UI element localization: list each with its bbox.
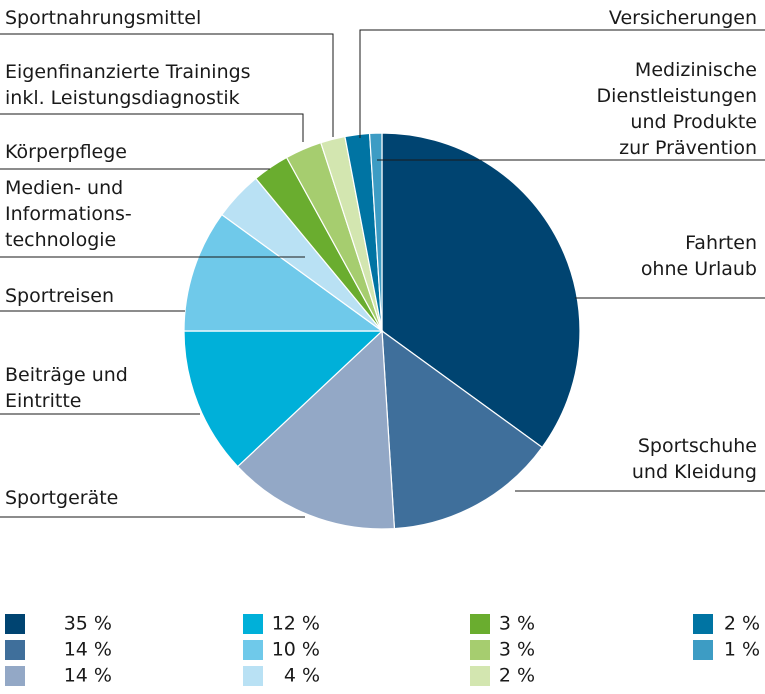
leader-line [359, 29, 765, 138]
legend-swatch [5, 614, 25, 634]
slice-label: Sportnahrungsmittel [5, 7, 202, 29]
pie-slice [368, 132, 383, 332]
slice-label: Versicherungen [608, 7, 757, 29]
legend-label: 12 % [272, 613, 320, 635]
leader-line [0, 113, 304, 142]
slice-label: Sportschuhe und Kleidung [631, 435, 757, 483]
pie-slice [183, 330, 384, 468]
pie-slice [381, 329, 544, 530]
slice-label: Sportgeräte [5, 487, 119, 509]
pie-slice [183, 213, 384, 332]
legend-swatch [470, 666, 490, 686]
slice-label: Medien- und Informations- technologie [5, 177, 132, 251]
legend-swatch [243, 666, 263, 686]
legend-label: 3 % [499, 639, 535, 661]
slice-label: Körperpflege [5, 141, 127, 163]
legend-swatch [693, 614, 713, 634]
slice-label: Medizinische Dienstleistungen und Produk… [596, 59, 757, 159]
legend-label: 3 % [499, 613, 535, 635]
legend-swatch [243, 640, 263, 660]
legend-label: 2 % [499, 665, 535, 687]
legend-label: 14 % [64, 639, 112, 661]
legend-label: 35 % [64, 613, 112, 635]
pie-slice [236, 329, 396, 530]
legend-label: 14 % [64, 665, 112, 687]
legend-label: 1 % [724, 639, 760, 661]
legend-swatch [693, 640, 713, 660]
legend-swatch [470, 614, 490, 634]
leader-line [0, 33, 334, 137]
legend-swatch [243, 614, 263, 634]
slice-label: Fahrten ohne Urlaub [640, 232, 757, 280]
legend-label: 10 % [272, 639, 320, 661]
slice-label: Beiträge und Eintritte [5, 364, 128, 412]
legend-swatch [470, 640, 490, 660]
legend-swatch [5, 666, 25, 686]
pie-slice [381, 132, 581, 449]
slice-label: Eigenfinanzierte Trainings inkl. Leistun… [5, 61, 251, 109]
legend-swatch [5, 640, 25, 660]
legend-label: 4 % [284, 665, 320, 687]
slice-label: Sportreisen [5, 285, 114, 307]
legend-label: 2 % [724, 613, 760, 635]
